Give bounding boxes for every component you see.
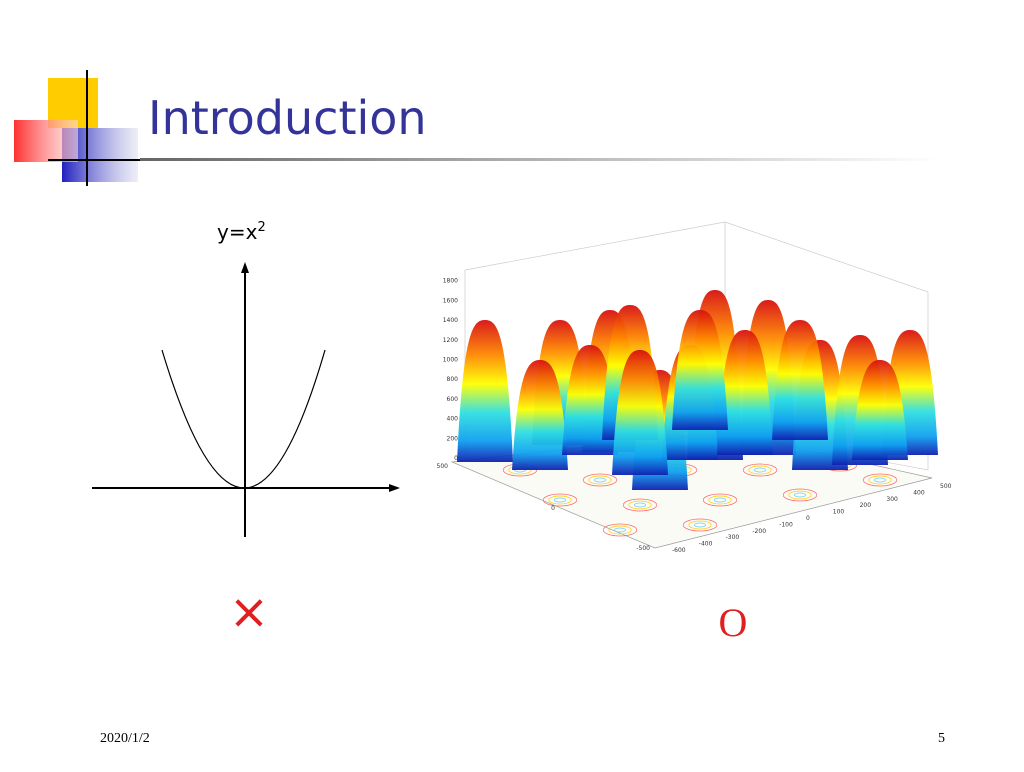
contour [874,477,886,483]
x-tick-label: 300 [886,496,898,503]
z-tick-label: 800 [447,376,459,383]
arrow [241,262,249,273]
z-tick-label: 1600 [443,297,458,304]
z-tick-label: 1400 [443,317,458,324]
contour [614,527,626,533]
x-tick-label: 200 [860,502,872,509]
contour [862,473,898,487]
figure-label: y=x2 [217,220,266,244]
logo [14,70,140,186]
x-tick-label: 0 [806,515,810,522]
parabola [161,349,326,489]
z-tick-label: 600 [447,396,459,403]
arrow [389,484,400,492]
z-tick-label: 400 [447,416,459,423]
contour [622,498,658,512]
z-tick-label: 0 [454,455,458,462]
page-number: 5 [938,731,945,746]
surface-plot: 0200400600800100012001400160018005000-50… [437,221,952,554]
contour [794,492,806,498]
surface-peak [457,320,513,462]
surface-peak [512,360,568,470]
z-tick-label: 1200 [443,337,458,344]
contour [582,473,618,487]
y-tick-label: 500 [437,463,449,470]
contour [742,463,778,477]
contour [754,467,766,473]
y-tick-label: -500 [636,545,650,552]
contour [542,493,578,507]
x-tick-label: -400 [699,541,713,548]
label-text: y=x [217,220,258,244]
verdict-cross: × [229,584,269,640]
y-tick-label: 0 [551,505,555,512]
surface-peak [717,330,773,455]
x-tick-label: -200 [752,528,766,535]
z-tick-label: 1800 [443,278,458,285]
contour [782,488,818,502]
contour [682,518,718,532]
surface-peak [672,310,728,430]
contour [608,525,632,535]
contour [634,502,646,508]
contour [602,523,638,537]
contour [708,495,732,505]
z-tick-label: 1000 [443,357,458,364]
contour [628,500,652,510]
label-superscript: 2 [257,220,265,235]
contour [694,522,706,528]
x-tick-label: -300 [726,534,740,541]
contour [688,520,712,530]
contour [714,497,726,503]
contour [588,475,612,485]
x-tick-label: -100 [779,521,793,528]
contour [788,490,812,500]
contour [594,477,606,483]
surface-peak [612,350,668,475]
title-underline [140,158,940,161]
x-tick-label: 100 [833,509,845,516]
verdict-circle: O [719,600,748,645]
contour [554,497,566,503]
contour [868,475,892,485]
surface-peak [852,360,908,460]
slide-title: Introduction [148,91,427,145]
contour [748,465,772,475]
surface-peak [772,320,828,440]
x-tick-label: -600 [672,547,686,554]
z-tick-label: 200 [447,435,459,442]
footer-date: 2020/1/2 [100,731,150,746]
contour [702,493,738,507]
x-tick-label: 500 [940,483,952,490]
x-tick-label: 400 [913,489,925,496]
contour [548,495,572,505]
